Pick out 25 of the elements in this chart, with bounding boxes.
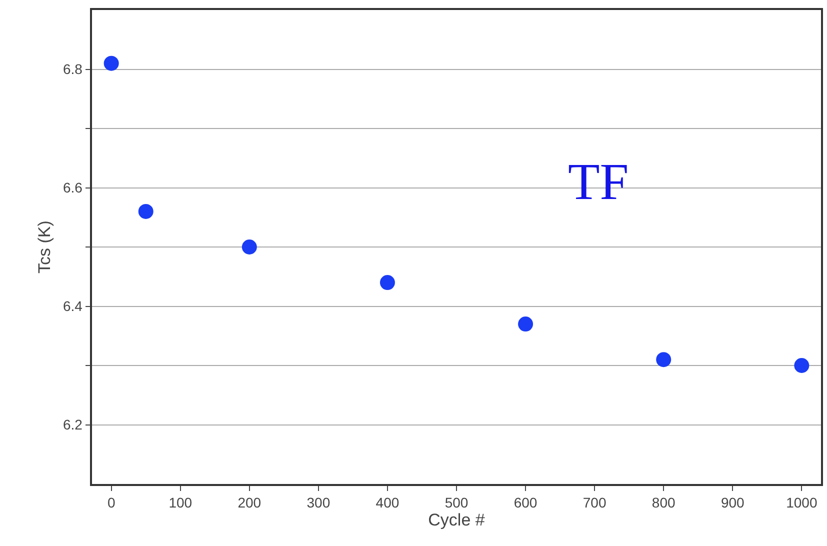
x-tick-label: 900 — [720, 494, 745, 511]
y-tick-label: 6.8 — [62, 61, 83, 78]
point — [518, 316, 534, 332]
x-tick-label: 800 — [652, 494, 676, 511]
x-tick-label: 1000 — [786, 494, 818, 511]
x-axis-title: Cycle # — [428, 510, 486, 530]
point — [242, 240, 257, 254]
annotation: TF — [568, 154, 629, 211]
point — [104, 56, 119, 71]
y-tick-label: 6.4 — [62, 298, 83, 314]
y-axis-title: Tcs (K) — [35, 220, 54, 274]
x-tick-label: 400 — [376, 494, 400, 511]
x-tick-label: 300 — [306, 494, 330, 511]
x-tick-label: 600 — [514, 494, 538, 511]
x-tick-label: 500 — [444, 494, 468, 511]
x-tick-label: 0 — [107, 494, 116, 511]
x-tick-label: 700 — [582, 494, 606, 511]
point — [380, 275, 395, 290]
point — [138, 204, 154, 219]
point — [656, 352, 672, 368]
y-tick-label: 6.6 — [62, 180, 83, 196]
point — [794, 358, 810, 373]
x-tick-label: 100 — [168, 494, 192, 511]
x-tick-label: 200 — [238, 494, 262, 511]
y-tick-label: 6.2 — [62, 416, 83, 433]
